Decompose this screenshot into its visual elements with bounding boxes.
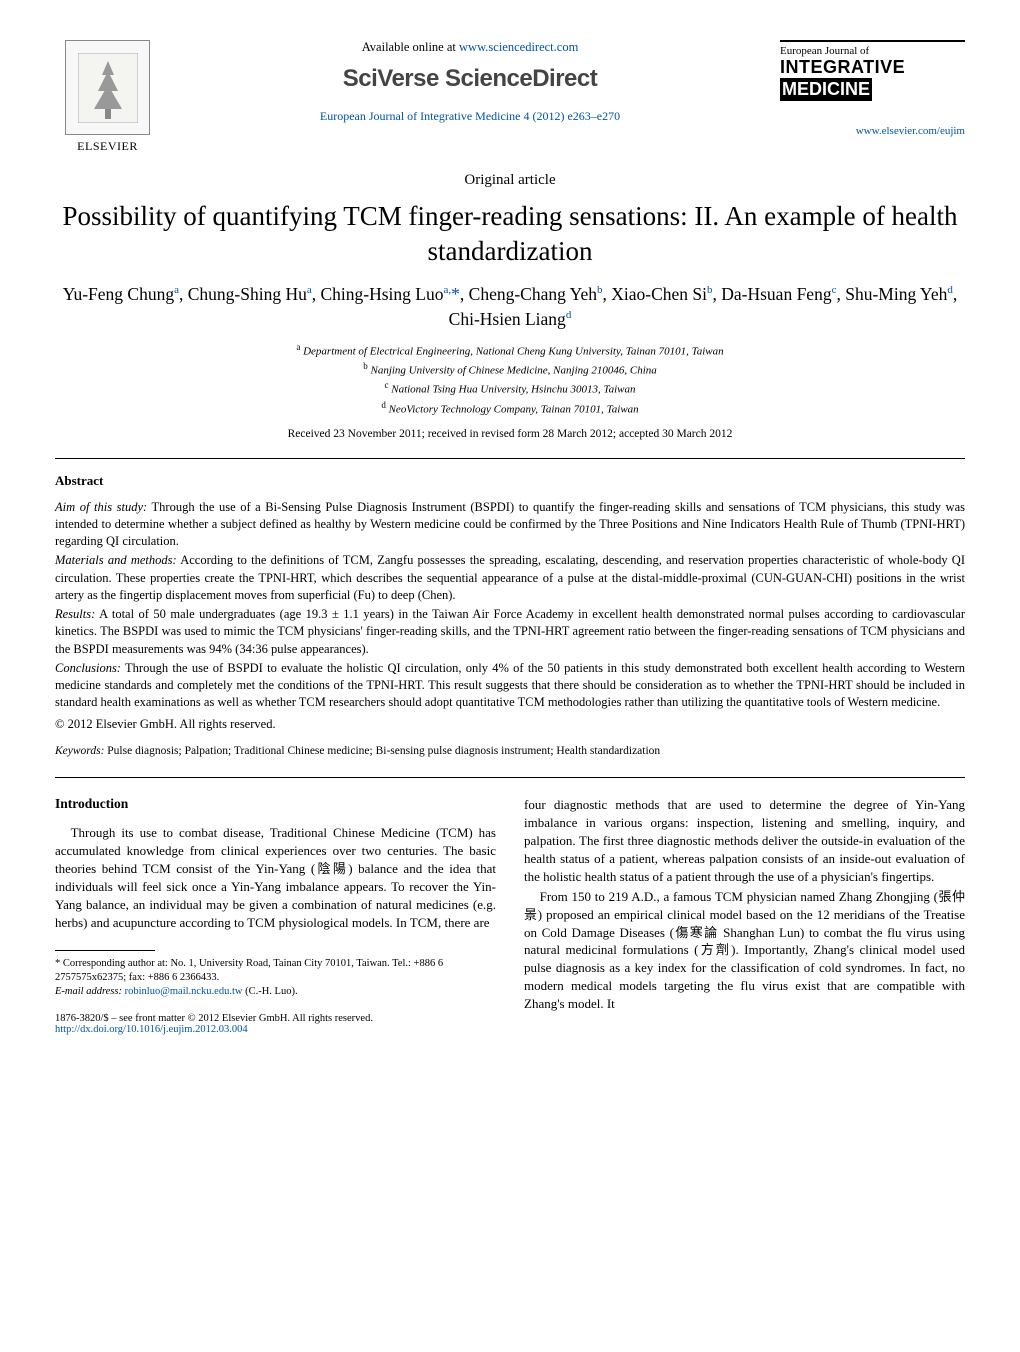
results-lead: Results: [55,607,95,621]
aim-lead: Aim of this study: [55,500,147,514]
affiliations: a Department of Electrical Engineering, … [55,341,965,418]
header-center: Available online at www.sciencedirect.co… [160,40,780,124]
abstract-copyright: © 2012 Elsevier GmbH. All rights reserve… [55,716,965,733]
journal-title-box: European Journal of INTEGRATIVE MEDICINE… [780,40,965,137]
journal-box-line2: INTEGRATIVE [780,57,965,78]
intro-heading: Introduction [55,796,496,812]
sciverse-brand: SciVerse ScienceDirect [170,65,770,93]
mm-lead: Materials and methods: [55,553,177,567]
concl-lead: Conclusions: [55,661,121,675]
journal-box-line1: European Journal of [780,45,965,57]
email-link[interactable]: robinluo@mail.ncku.edu.tw [125,986,243,997]
journal-box-line3: MEDICINE [780,78,872,101]
intro-p2: four diagnostic methods that are used to… [524,796,965,886]
footnotes: * Corresponding author at: No. 1, Univer… [55,957,496,1000]
page-header: ELSEVIER Available online at www.science… [55,40,965,154]
right-column: four diagnostic methods that are used to… [524,796,965,1035]
abstract-body: Aim of this study: Through the use of a … [55,499,965,733]
email-line: E-mail address: robinluo@mail.ncku.edu.t… [55,985,496,999]
article-type: Original article [55,172,965,189]
email-label: E-mail address: [55,986,122,997]
sciencedirect-link[interactable]: www.sciencedirect.com [459,40,578,54]
article-dates: Received 23 November 2011; received in r… [55,428,965,440]
abstract-heading: Abstract [55,473,965,489]
corresponding-author: * Corresponding author at: No. 1, Univer… [55,957,496,985]
mm-text: According to the definitions of TCM, Zan… [55,553,965,602]
keywords: Keywords: Pulse diagnosis; Palpation; Tr… [55,745,965,757]
authors: Yu-Feng Chunga, Chung-Shing Hua, Ching-H… [55,282,965,331]
results-text: A total of 50 male undergraduates (age 1… [55,607,965,656]
intro-p1-wrap: Through its use to combat disease, Tradi… [55,824,496,932]
publisher-block: ELSEVIER [55,40,160,154]
elsevier-logo [65,40,150,135]
footnote-rule [55,950,155,951]
left-column: Introduction Through its use to combat d… [55,796,496,1035]
concl-text: Through the use of BSPDI to evaluate the… [55,661,965,710]
keywords-text: Pulse diagnosis; Palpation; Traditional … [107,745,660,757]
publisher-name: ELSEVIER [77,139,138,154]
article-title: Possibility of quantifying TCM finger-re… [55,199,965,268]
intro-p3: From 150 to 219 A.D., a famous TCM physi… [524,888,965,1014]
available-online: Available online at www.sciencedirect.co… [170,40,770,55]
right-body: four diagnostic methods that are used to… [524,796,965,1013]
journal-reference[interactable]: European Journal of Integrative Medicine… [170,109,770,124]
issn-line: 1876-3820/$ – see front matter © 2012 El… [55,1013,496,1024]
intro-p1: Through its use to combat disease, Tradi… [55,824,496,932]
journal-url[interactable]: www.elsevier.com/eujim [780,125,965,137]
email-name: (C.-H. Luo). [245,986,298,997]
keywords-label: Keywords: [55,745,104,757]
abstract-section: Abstract Aim of this study: Through the … [55,459,965,777]
body-columns: Introduction Through its use to combat d… [55,796,965,1035]
rule-bottom [55,777,965,778]
aim-text: Through the use of a Bi-Sensing Pulse Di… [55,500,965,549]
doi-link[interactable]: http://dx.doi.org/10.1016/j.eujim.2012.0… [55,1024,496,1035]
